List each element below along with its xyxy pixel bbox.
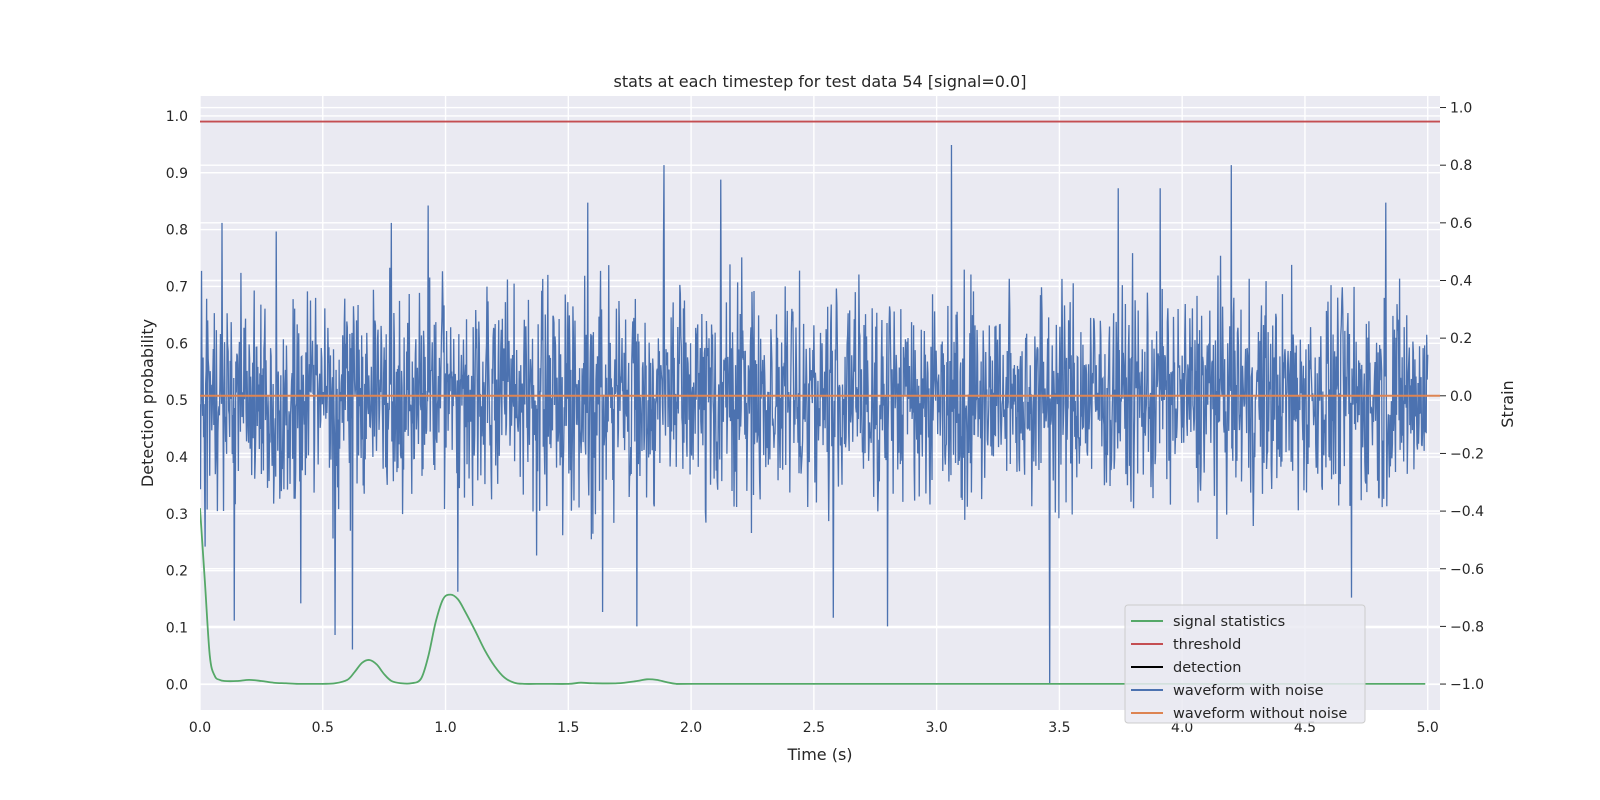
x-tick-label: 5.0 — [1417, 720, 1439, 736]
x-tick-label: 0.5 — [312, 720, 334, 736]
y-tick-label: 0.8 — [166, 223, 188, 239]
y2-tick-label: −0.2 — [1450, 446, 1484, 462]
y-tick-label: 0.4 — [166, 450, 188, 466]
x-tick-label: 0.0 — [189, 720, 211, 736]
legend-label: signal statistics — [1173, 614, 1285, 630]
x-tick-label: 2.0 — [680, 720, 702, 736]
y-tick-label: 1.0 — [166, 109, 188, 125]
y2-tick-label: −0.6 — [1450, 562, 1484, 578]
x-tick-label: 3.5 — [1048, 720, 1070, 736]
y-tick-label: 0.1 — [166, 621, 188, 637]
y2-axis-label: Strain — [1498, 380, 1517, 427]
legend-label: detection — [1173, 660, 1241, 676]
y-tick-label: 0.2 — [166, 564, 188, 580]
y2-tick-label: 0.4 — [1450, 273, 1472, 289]
x-tick-label: 1.5 — [557, 720, 579, 736]
y-tick-label: 0.5 — [166, 393, 188, 409]
y2-tick-label: 0.8 — [1450, 158, 1472, 174]
y2-tick-label: 0.0 — [1450, 389, 1472, 405]
x-tick-label: 3.0 — [926, 720, 948, 736]
legend: signal statistics threshold detection wavef… — [1124, 604, 1366, 724]
legend-box — [1124, 604, 1366, 724]
x-tick-label: 4.5 — [1294, 720, 1316, 736]
y-tick-label: 0.9 — [166, 166, 188, 182]
y-tick-label: 0.6 — [166, 336, 188, 352]
x-tick-label: 4.0 — [1171, 720, 1193, 736]
legend-label: threshold — [1173, 637, 1241, 653]
y2-tick-label: −0.8 — [1450, 619, 1484, 635]
legend-label: waveform with noise — [1173, 683, 1324, 699]
y2-tick-label: 1.0 — [1450, 101, 1472, 117]
chart-title: stats at each timestep for test data 54 … — [614, 72, 1027, 91]
y2-tick-label: −0.4 — [1450, 504, 1484, 520]
y2-tick-label: 0.2 — [1450, 331, 1472, 347]
y-tick-label: 0.7 — [166, 279, 188, 295]
series-signal-statistics — [200, 508, 1426, 685]
x-tick-label: 1.0 — [434, 720, 456, 736]
y2-tick-label: −1.0 — [1450, 677, 1484, 693]
x-tick-label: 2.5 — [803, 720, 825, 736]
x-axis-label: Time (s) — [786, 745, 852, 764]
legend-label: waveform without noise — [1173, 706, 1347, 722]
y-tick-label: 0.0 — [166, 677, 188, 693]
y2-tick-label: 0.6 — [1450, 216, 1472, 232]
y-tick-label: 0.3 — [166, 507, 188, 523]
series-waveform-with-noise — [200, 144, 1429, 685]
series-layer — [200, 120, 1440, 685]
ticks-layer: 0.0 0.5 1.0 1.5 2.0 2.5 3.0 3.5 4.0 4.5 5.0 0.0 0.1 0… — [166, 101, 1484, 736]
y-axis-label: Detection probability — [138, 319, 157, 487]
